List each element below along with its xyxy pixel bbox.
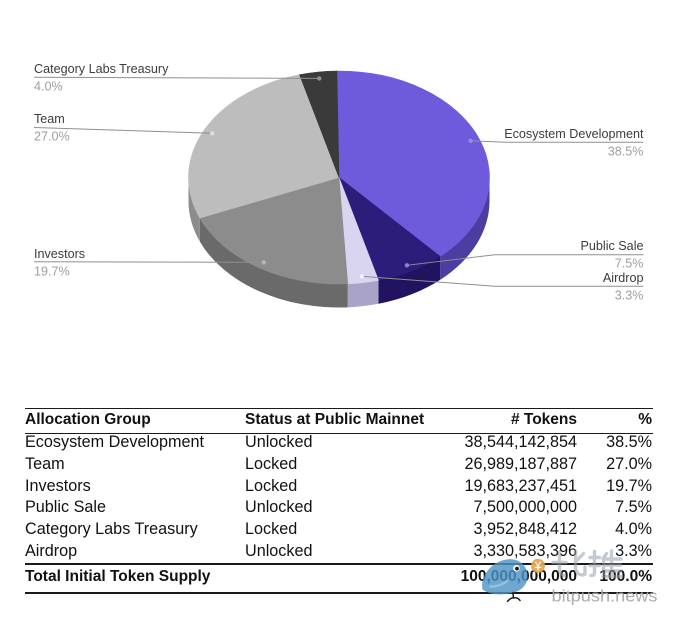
svg-text:Public Sale: Public Sale — [580, 239, 643, 253]
svg-text:4.0%: 4.0% — [34, 80, 63, 94]
svg-text:Team: Team — [34, 112, 65, 126]
svg-text:bitpush.news: bitpush.news — [552, 587, 658, 606]
svg-text:19.7%: 19.7% — [34, 265, 70, 279]
svg-text:27.0%: 27.0% — [34, 130, 70, 144]
svg-text:38.5%: 38.5% — [608, 145, 644, 159]
svg-text:3.3%: 3.3% — [615, 289, 644, 303]
svg-text:Airdrop: Airdrop — [603, 271, 644, 285]
svg-text:7.5%: 7.5% — [615, 257, 644, 271]
svg-text:Ecosystem Development: Ecosystem Development — [504, 127, 644, 141]
svg-text:Category Labs Treasury: Category Labs Treasury — [34, 62, 169, 76]
svg-text:Investors: Investors — [34, 247, 85, 261]
